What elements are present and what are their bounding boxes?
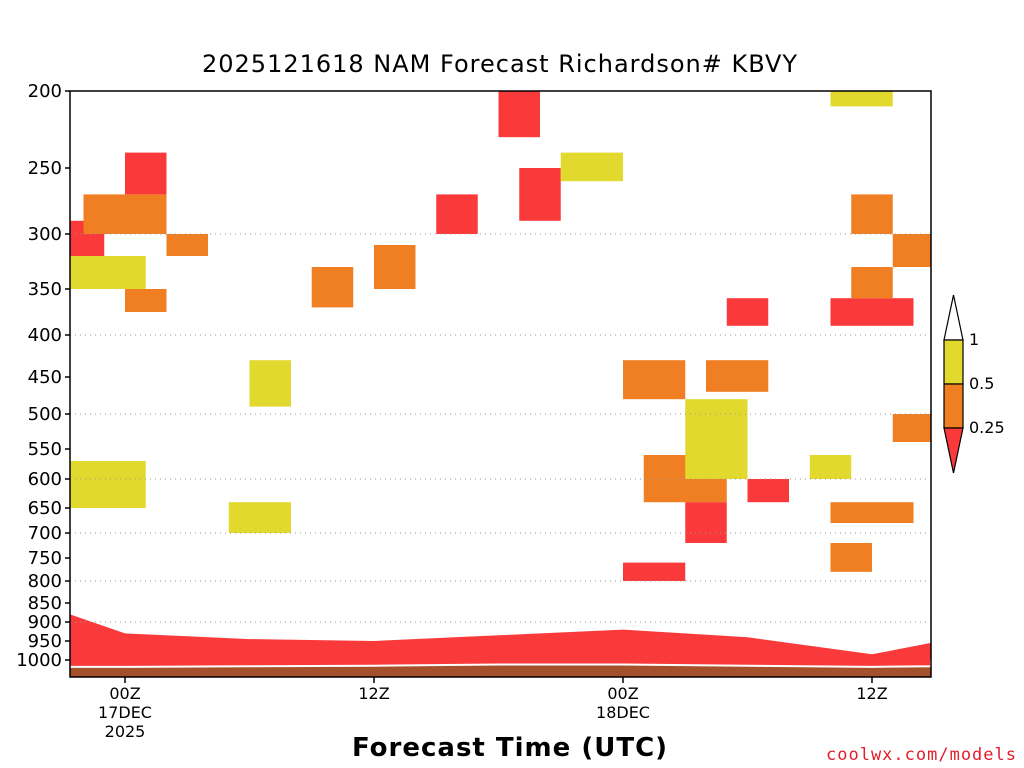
heat-cell (685, 399, 748, 479)
surface-layer (70, 610, 932, 677)
y-tick-label: 750 (28, 548, 62, 569)
heat-cell (706, 360, 769, 392)
x-tick-label: 00Z (607, 684, 638, 703)
y-tick-label: 900 (28, 612, 62, 633)
pressure-gridlines (70, 233, 931, 623)
heat-cell (498, 91, 540, 138)
y-tick-label: 700 (28, 523, 62, 544)
y-tick-label: 1000 (16, 650, 62, 671)
x-tick-label: 17DEC (98, 703, 152, 722)
heat-cell (560, 152, 623, 182)
y-axis-ticks: 200 250 300 350 400 450 500 550 600 650 700 7508008… (16, 81, 70, 671)
y-tick-label: 850 (28, 593, 62, 614)
y-tick-label: 400 (28, 325, 62, 346)
heat-cell (125, 152, 167, 195)
plot-frame (69, 90, 932, 678)
colorbar-label: 0.5 (969, 374, 994, 393)
y-tick-label: 550 (28, 439, 62, 460)
y-tick-label: 500 (28, 404, 62, 425)
heat-cell (830, 91, 893, 107)
colorbar-bin-0.25-0.5 (943, 383, 964, 429)
y-tick-label: 650 (28, 498, 62, 519)
heatmap-cells (70, 91, 931, 581)
colorbar: 1 0.5 0.25 (943, 294, 1005, 474)
surface-unstable-band (70, 610, 931, 667)
x-tick-label: 12Z (358, 684, 389, 703)
y-tick-label: 300 (28, 224, 62, 245)
heat-cell (228, 502, 291, 533)
y-tick-label: 200 (28, 81, 62, 102)
heat-cell (623, 360, 686, 400)
colorbar-bin-below-0.25 (943, 427, 964, 474)
heat-cell (747, 479, 789, 503)
heat-cell (374, 245, 416, 289)
heat-cell (519, 168, 561, 221)
heat-cell (249, 360, 291, 407)
x-tick-label: 12Z (856, 684, 887, 703)
colorbar-bin-above-1 (943, 294, 964, 341)
heat-cell (623, 562, 686, 581)
y-tick-label: 800 (28, 571, 62, 592)
y-tick-label: 350 (28, 279, 62, 300)
source-credit[interactable]: coolwx.com/models (826, 745, 1017, 765)
x-axis-ticks: 00Z17DEC202512Z00Z18DEC12Z00Z19DEC12Z00Z… (98, 677, 888, 741)
heat-cell (851, 194, 893, 234)
heat-cell (851, 267, 893, 299)
heat-cell (70, 461, 146, 508)
colorbar-label: 1 (969, 330, 979, 349)
y-tick-label: 450 (28, 367, 62, 388)
y-tick-label: 250 (28, 158, 62, 179)
y-tick-label: 950 (28, 631, 62, 652)
ground-terrain (70, 659, 931, 677)
heat-cell (436, 194, 478, 234)
colorbar-bin-0.5-1 (943, 339, 964, 385)
heat-cell (830, 543, 872, 572)
heat-cell (809, 455, 852, 479)
heat-cell (892, 234, 931, 267)
heat-cell (166, 234, 208, 256)
heat-cell (830, 298, 914, 326)
x-tick-label: 2025 (105, 722, 146, 741)
heat-cell (892, 414, 931, 442)
chart-title: 2025121618 NAM Forecast Richardson# KBVY (201, 50, 799, 78)
heat-cell (70, 256, 146, 289)
heat-cell (685, 502, 727, 543)
heat-cell (830, 502, 914, 523)
x-tick-label: 00Z (109, 684, 140, 703)
x-tick-label: 18DEC (596, 703, 650, 722)
x-axis-label: Forecast Time (UTC) (351, 733, 669, 763)
heat-cell (311, 267, 354, 308)
y-tick-label: 600 (28, 469, 62, 490)
heat-cell (726, 298, 769, 326)
colorbar-label: 0.25 (969, 418, 1005, 437)
heat-cell (83, 194, 167, 234)
heat-cell (125, 289, 167, 312)
